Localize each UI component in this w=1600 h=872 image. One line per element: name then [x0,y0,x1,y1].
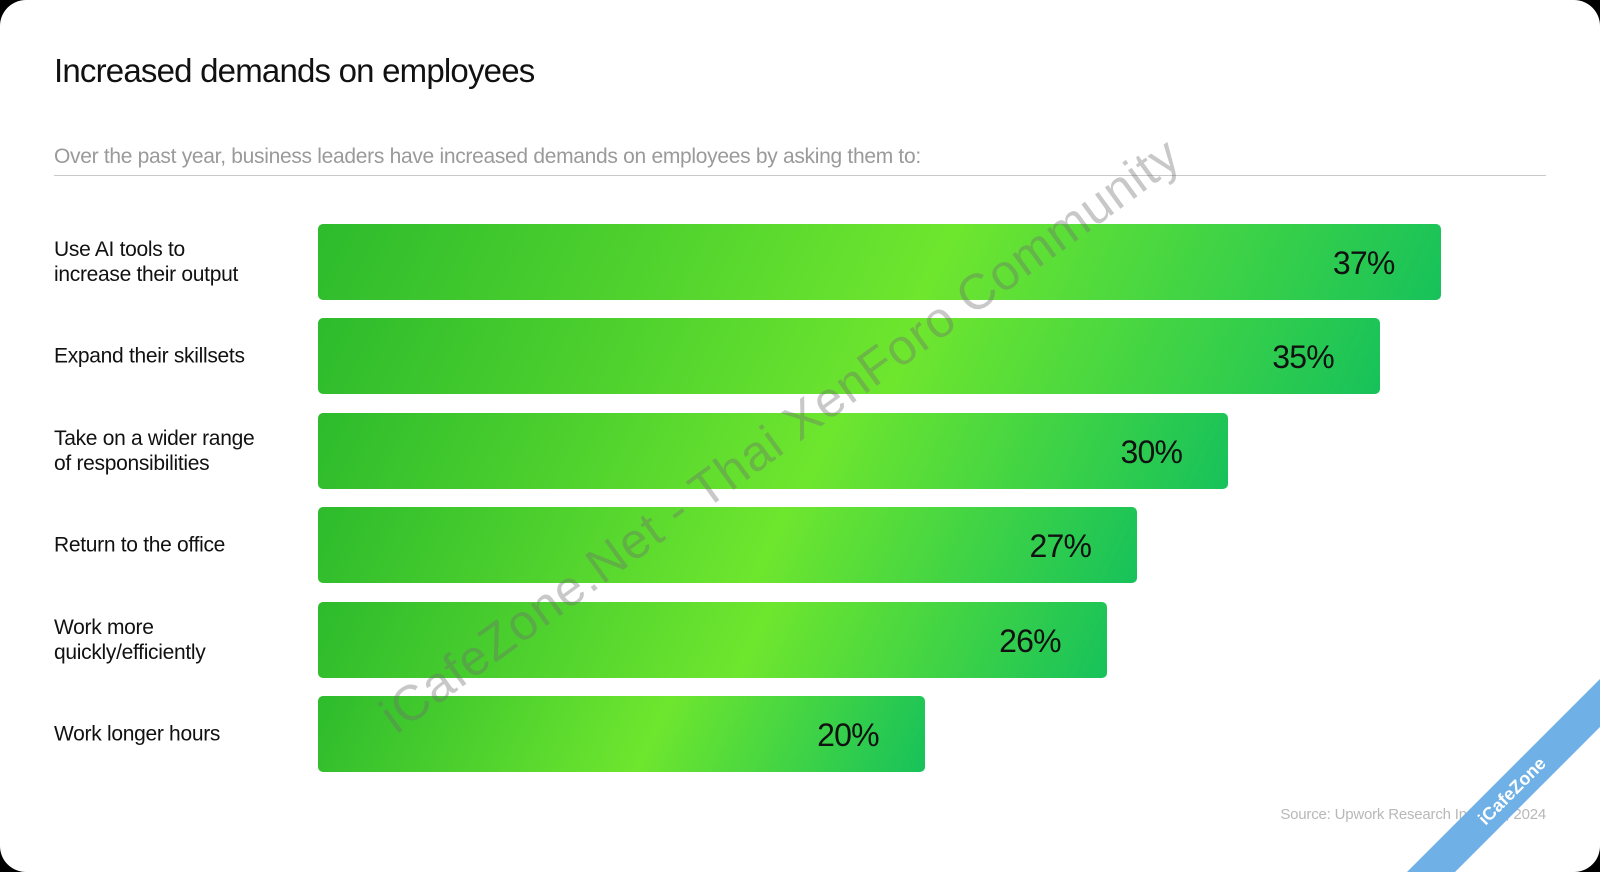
bar-value-label: 30% [1120,433,1183,470]
bar-value-label: 26% [999,622,1061,659]
chart-title: Increased demands on employees [54,52,535,89]
bar [318,507,1138,584]
corner-watermark-ribbon: iCafeZone [1393,672,1600,872]
category-label: Work more quickly/efficiently [54,615,206,664]
category-label: Expand their skillsets [54,344,245,368]
category-label: Work longer hours [54,722,221,746]
bar-value-label: 20% [817,717,879,753]
bar [318,318,1380,395]
bar-value-label: 27% [1029,528,1092,565]
bar [318,696,925,772]
bar [318,412,1229,489]
bar-value-label: 35% [1272,339,1334,376]
category-label: Return to the office [54,533,226,557]
category-label: Use AI tools to increase their output [54,238,238,286]
bar [318,224,1441,300]
chart-subtitle: Over the past year, business leaders hav… [54,145,921,168]
bar-value-label: 37% [1332,245,1395,281]
bar [318,601,1107,678]
category-label: Take on a wider range of responsibilitie… [54,426,255,475]
subtitle-divider [54,175,1546,176]
